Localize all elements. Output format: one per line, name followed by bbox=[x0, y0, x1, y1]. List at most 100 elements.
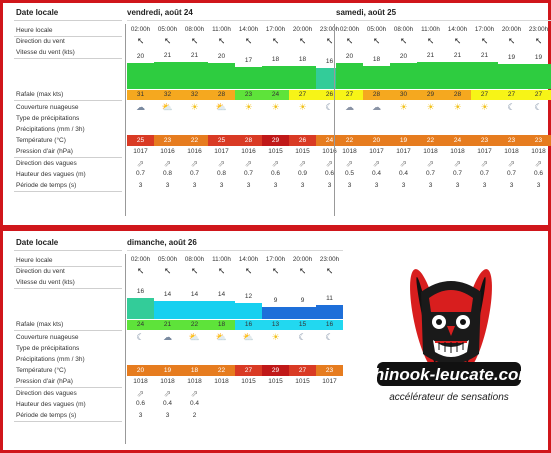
row-rule bbox=[14, 421, 122, 422]
temperature-value: 18 bbox=[181, 365, 208, 376]
moon-icon: ☾ bbox=[507, 102, 516, 112]
row-label: Direction des vagues bbox=[16, 390, 77, 397]
time-cell: 11:00h bbox=[212, 256, 231, 263]
wind-speed-bar bbox=[181, 301, 208, 319]
wind-speed-value: 9 bbox=[273, 297, 278, 304]
wind-direction-icon: ➘ bbox=[163, 36, 172, 46]
temperature-value: 20 bbox=[363, 135, 390, 146]
time-cell: 08:00h bbox=[184, 256, 205, 263]
row-label: Hauteur des vagues (m) bbox=[16, 171, 86, 178]
wave-height-value: 0.4 bbox=[371, 170, 382, 177]
wind-direction-icon: ➘ bbox=[480, 36, 489, 46]
wave-height-value: 0.4 bbox=[162, 400, 173, 407]
pressure-value: 1015 bbox=[241, 378, 256, 385]
temperature-value: 24 bbox=[444, 135, 471, 146]
moon-icon: ☾ bbox=[325, 332, 334, 342]
period-value: 3 bbox=[509, 182, 514, 189]
wave-height-value: 0.7 bbox=[189, 170, 200, 177]
time-cell: 17:00h bbox=[474, 26, 495, 33]
partly-cloudy-icon: ☁ bbox=[136, 102, 145, 112]
wind-speed-value: 17 bbox=[244, 57, 253, 64]
row-label: Pression d'air (hPa) bbox=[16, 148, 73, 155]
period-value: 3 bbox=[347, 182, 352, 189]
moon-icon: ☾ bbox=[136, 332, 145, 342]
wave-direction-icon: ⇙ bbox=[399, 159, 408, 169]
wind-direction-icon: ➘ bbox=[217, 36, 226, 46]
time-cell: 20:00h bbox=[292, 256, 313, 263]
time-cell: 08:00h bbox=[184, 26, 205, 33]
row-label: Couverture nuageuse bbox=[16, 334, 79, 341]
time-cell: 14:00h bbox=[447, 26, 468, 33]
gust-value: 16 bbox=[316, 320, 343, 330]
gust-value: 27 bbox=[289, 90, 316, 100]
period-value: 3 bbox=[327, 182, 332, 189]
pressure-value: 1017 bbox=[477, 148, 492, 155]
temperature-value: 29 bbox=[262, 135, 289, 146]
wave-height-value: 0.6 bbox=[270, 170, 281, 177]
day-separator bbox=[125, 254, 126, 444]
temperature-value: 25 bbox=[208, 135, 235, 146]
gust-value: 31 bbox=[127, 90, 154, 100]
sun-cloud-icon: ⛅ bbox=[215, 102, 228, 112]
wave-height-value: 0.8 bbox=[216, 170, 227, 177]
pressure-value: 1018 bbox=[133, 378, 148, 385]
section-divider bbox=[0, 225, 551, 231]
wind-direction-icon: ➘ bbox=[217, 266, 226, 276]
row-label: Direction du vent bbox=[16, 38, 65, 45]
partly-cloudy-icon: ☁ bbox=[163, 332, 172, 342]
row-rule bbox=[14, 266, 122, 267]
wind-direction-icon: ➘ bbox=[534, 36, 543, 46]
sun-icon: ☀ bbox=[271, 332, 280, 342]
wind-speed-value: 21 bbox=[163, 52, 172, 59]
time-cell: 11:00h bbox=[212, 26, 231, 33]
wind-direction-icon: ➘ bbox=[325, 266, 334, 276]
time-cell: 17:00h bbox=[265, 256, 286, 263]
period-value: 3 bbox=[138, 182, 143, 189]
time-cell: 11:00h bbox=[421, 26, 440, 33]
period-value: 3 bbox=[482, 182, 487, 189]
temperature-value: 22 bbox=[208, 365, 235, 376]
pressure-value: 1018 bbox=[423, 148, 438, 155]
row-label: Direction du vent bbox=[16, 268, 65, 275]
temperature-value: 23 bbox=[498, 135, 525, 146]
wind-speed-bar bbox=[127, 298, 154, 319]
day-rule bbox=[127, 250, 343, 251]
row-label: Heure locale bbox=[16, 257, 53, 264]
pressure-value: 1017 bbox=[133, 148, 148, 155]
row-label: Rafale (max kts) bbox=[16, 321, 64, 328]
row-rule bbox=[14, 191, 122, 192]
gust-value: 23 bbox=[235, 90, 262, 100]
row-label: Précipitations (mm / 3h) bbox=[16, 356, 85, 363]
wave-direction-icon: ⇙ bbox=[163, 159, 172, 169]
gust-value: 29 bbox=[417, 90, 444, 100]
wind-speed-value: 16 bbox=[325, 58, 334, 65]
time-cell: 02:00h bbox=[130, 256, 151, 263]
wind-speed-value: 12 bbox=[244, 293, 253, 300]
gust-value: 13 bbox=[262, 320, 289, 330]
gust-value: 27 bbox=[498, 90, 525, 100]
row-label: Vitesse du vent (kts) bbox=[16, 279, 75, 286]
temperature-value: 25 bbox=[127, 135, 154, 146]
wave-height-value: 0.4 bbox=[398, 170, 409, 177]
wind-speed-value: 21 bbox=[190, 52, 199, 59]
header-rule bbox=[14, 20, 122, 21]
wind-direction-icon: ➘ bbox=[136, 36, 145, 46]
time-cell: 05:00h bbox=[157, 256, 178, 263]
wind-speed-bar bbox=[181, 62, 208, 89]
wave-height-value: 0.7 bbox=[243, 170, 254, 177]
gust-value: 28 bbox=[444, 90, 471, 100]
wind-direction-icon: ➘ bbox=[426, 36, 435, 46]
row-label: Pression d'air (hPa) bbox=[16, 378, 73, 385]
sun-icon: ☀ bbox=[453, 102, 462, 112]
wind-direction-icon: ➘ bbox=[190, 266, 199, 276]
day-rule bbox=[127, 20, 343, 21]
pressure-value: 1018 bbox=[450, 148, 465, 155]
period-value: 3 bbox=[246, 182, 251, 189]
pressure-value: 1017 bbox=[369, 148, 384, 155]
wave-height-value: 0.7 bbox=[425, 170, 436, 177]
time-cell: 23:00h bbox=[319, 26, 340, 33]
wind-speed-value: 20 bbox=[345, 53, 354, 60]
gust-value: 15 bbox=[289, 320, 316, 330]
time-cell: 08:00h bbox=[393, 26, 414, 33]
pressure-value: 1018 bbox=[160, 378, 175, 385]
